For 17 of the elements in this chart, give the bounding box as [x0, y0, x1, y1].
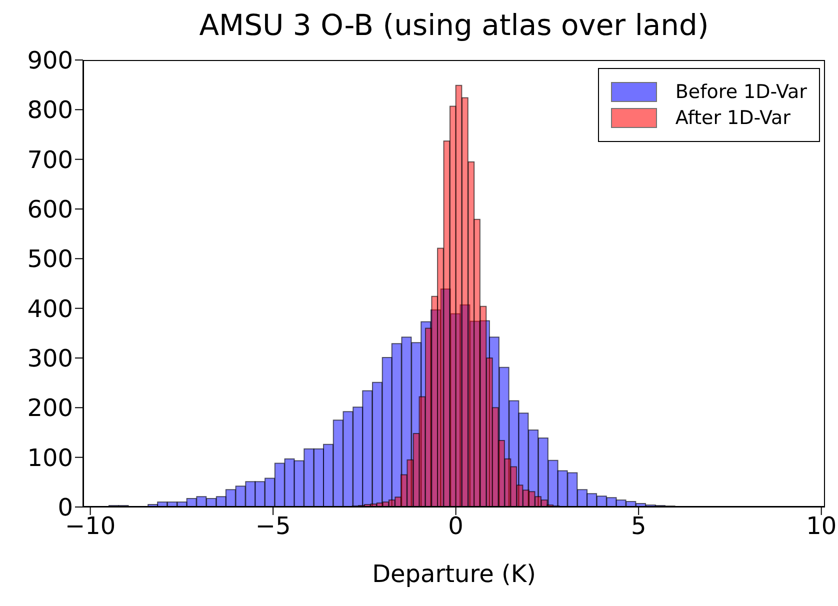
x-tick-label: 10: [806, 512, 837, 540]
x-tick-label: −5: [255, 512, 291, 540]
y-tick-label: 400: [27, 294, 73, 323]
x-axis-title: Departure (K): [371, 560, 537, 588]
y-tick-label: 700: [27, 146, 73, 174]
y-tick-label: 100: [27, 444, 73, 472]
y-tick-label: 600: [27, 196, 73, 224]
y-tick-label: 900: [27, 46, 73, 75]
y-tick-label: 200: [27, 394, 73, 422]
x-tick-label: 0: [448, 512, 464, 540]
chart-title: AMSU 3 O-B (using atlas over land): [198, 8, 710, 42]
legend-label: After 1D-Var: [675, 107, 790, 129]
legend-label: Before 1D-Var: [675, 81, 807, 103]
y-tick-label: 300: [27, 344, 73, 373]
x-tick-label: 5: [630, 512, 646, 540]
y-tick-label: 500: [27, 245, 73, 274]
y-tick-label: 800: [27, 96, 73, 124]
